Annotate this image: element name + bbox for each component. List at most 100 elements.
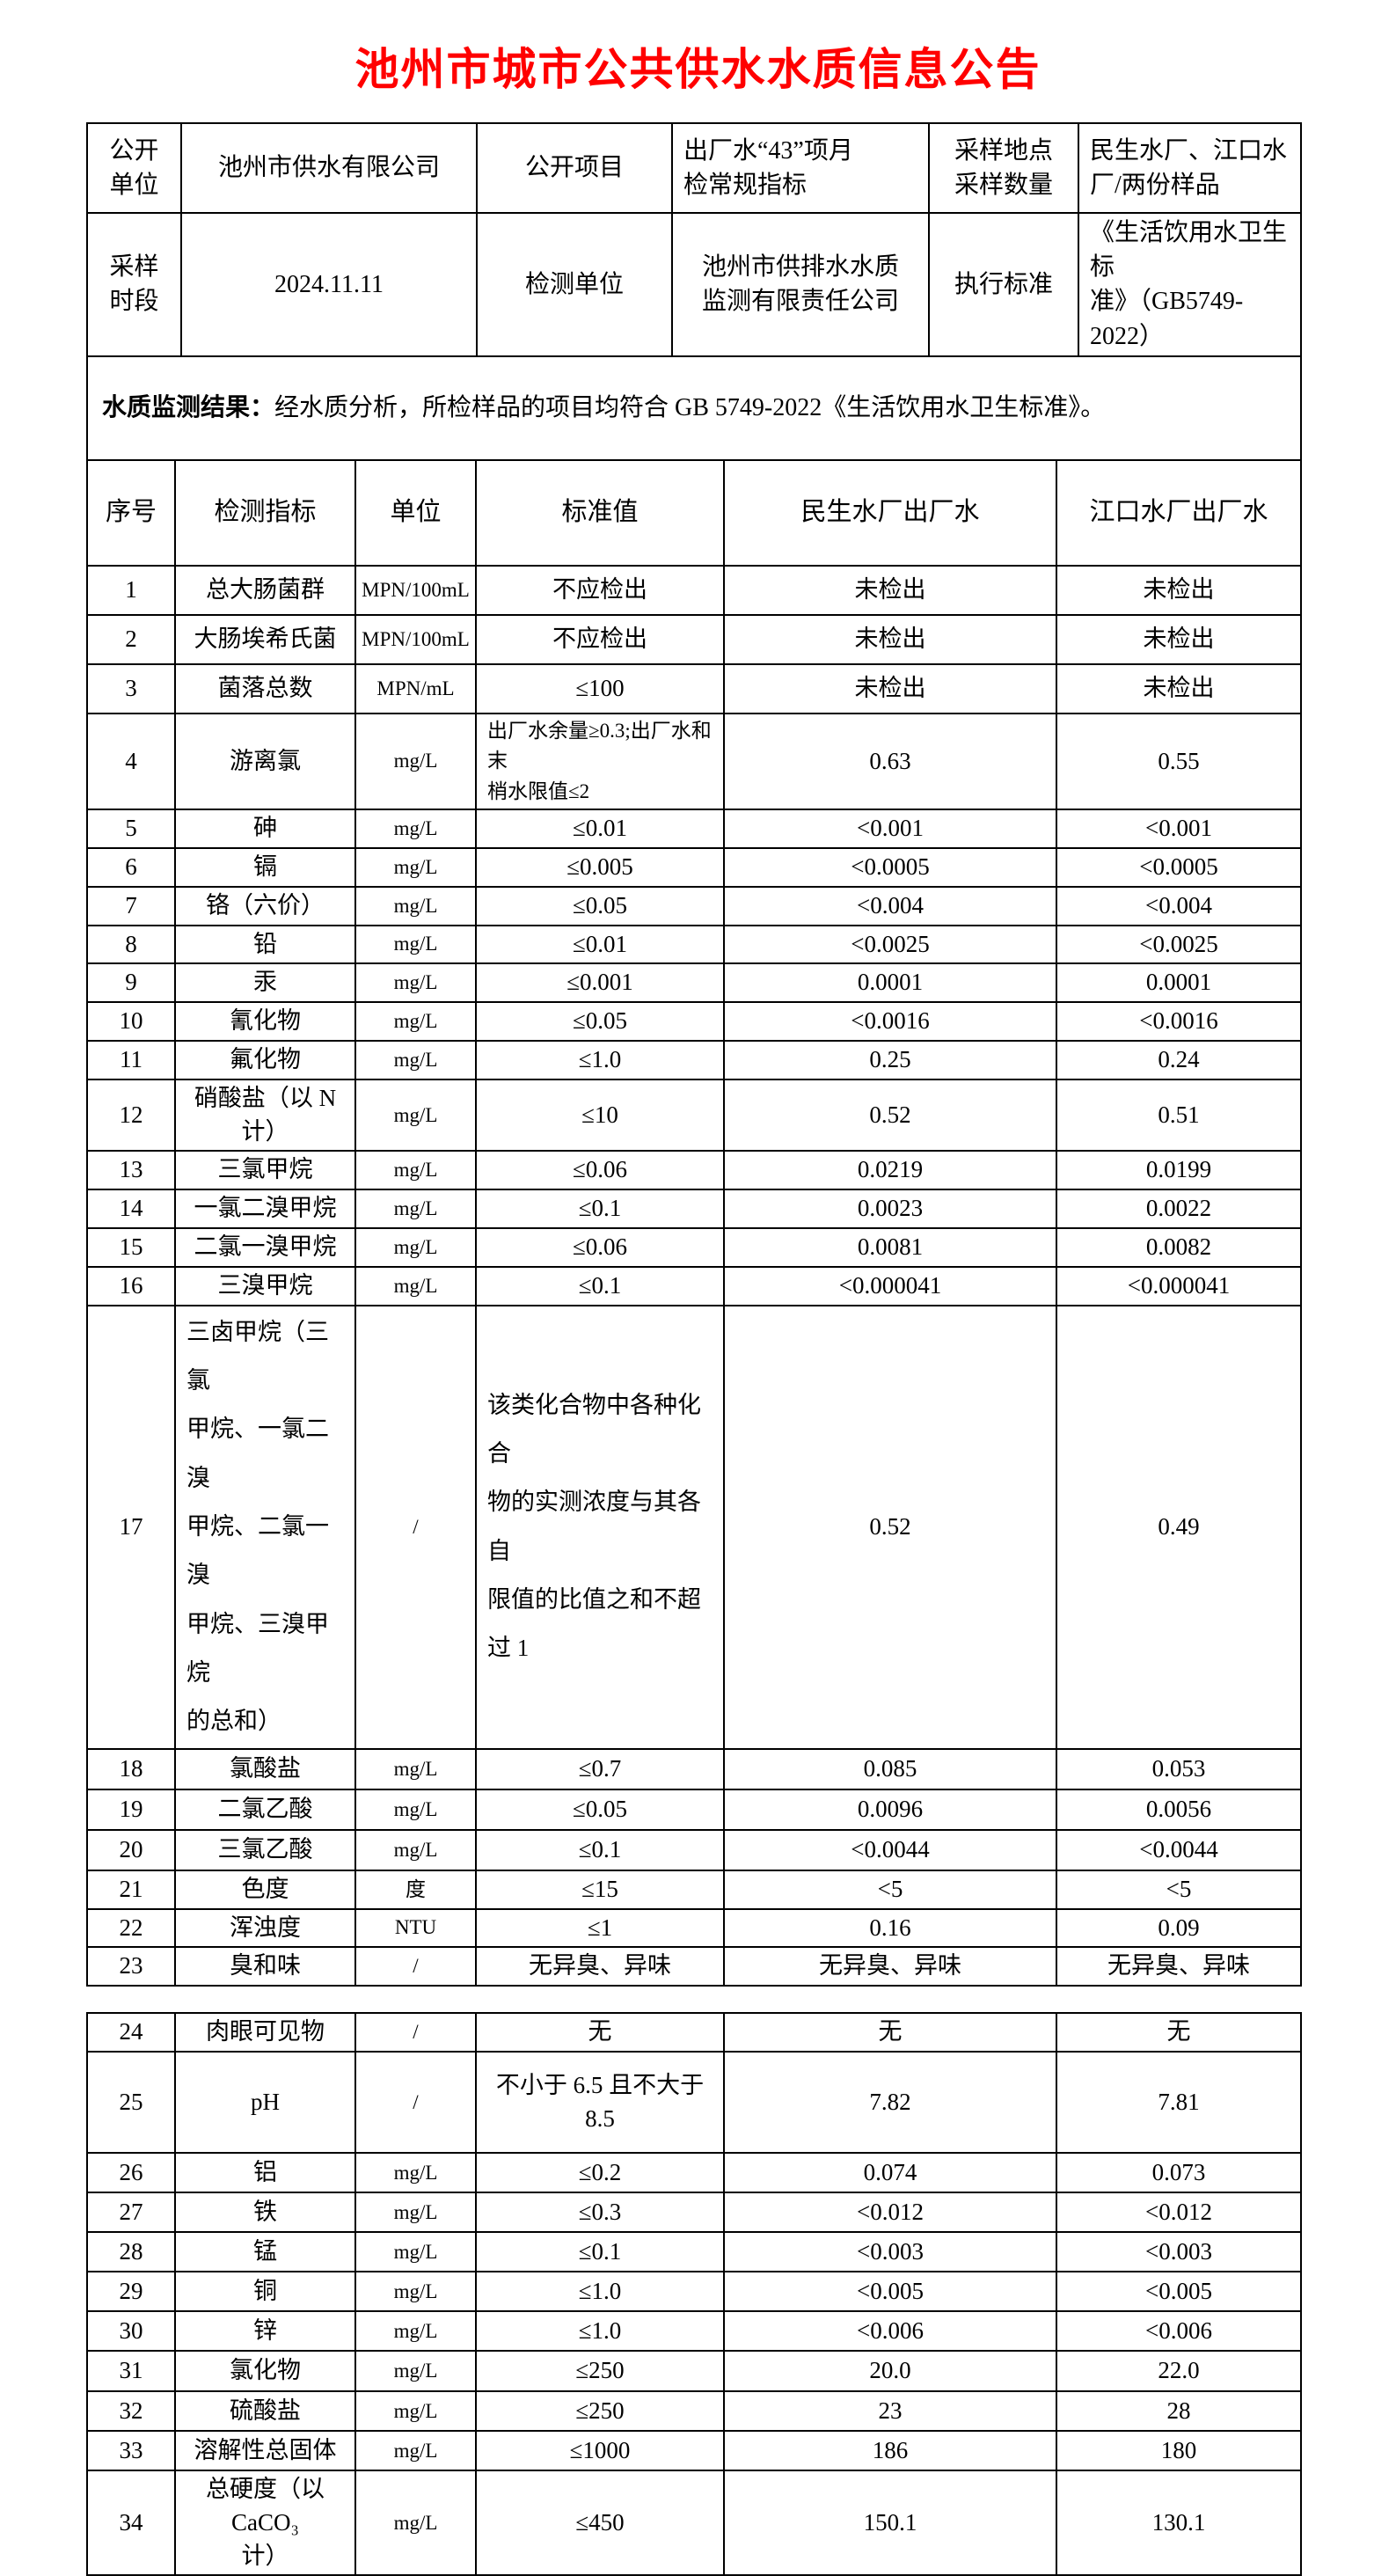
cell-jiangkou-value: 0.0022 xyxy=(1056,1189,1302,1230)
cell-unit: mg/L xyxy=(354,1189,477,1230)
cell-minsheng-value: <0.001 xyxy=(723,809,1057,850)
cell-seq: 5 xyxy=(86,809,176,850)
cell-jiangkou-value: 0.0199 xyxy=(1056,1150,1302,1191)
cell-minsheng-value: 未检出 xyxy=(723,564,1057,616)
cell-jiangkou-value: 未检出 xyxy=(1056,613,1302,665)
cell-jiangkou-value: <0.0044 xyxy=(1056,1828,1302,1871)
table-row: 5 砷 mg/L ≤0.01 <0.001 <0.001 xyxy=(86,809,1302,850)
cell-seq: 20 xyxy=(86,1828,176,1871)
cell-jiangkou-value: 0.073 xyxy=(1056,2152,1302,2194)
cell-seq: 31 xyxy=(86,2350,176,2393)
table-row: 25 pH / 不小于 6.5 且不大于 8.5 7.82 7.81 xyxy=(86,2051,1302,2155)
cell-minsheng-value: 186 xyxy=(723,2430,1057,2472)
cell-minsheng-value: 未检出 xyxy=(723,613,1057,665)
cell-indicator: 铅 xyxy=(174,924,356,965)
cell-minsheng-value: <0.0044 xyxy=(723,1828,1057,1871)
cell-unit: mg/L xyxy=(354,1227,477,1268)
info-row-2: 采样 时段 2024.11.11 检测单位 池州市供排水水质 监测有限责任公司 … xyxy=(86,212,1302,357)
table-row: 20 三氯乙酸 mg/L ≤0.1 <0.0044 <0.0044 xyxy=(86,1828,1302,1871)
cell-jiangkou-value: 无 xyxy=(1056,2012,1302,2053)
public-item-label: 公开项目 xyxy=(476,122,673,214)
cell-unit: 度 xyxy=(354,1869,477,1910)
cell-unit: mg/L xyxy=(354,1150,477,1191)
cell-minsheng-value: 23 xyxy=(723,2390,1057,2433)
table-row: 22 浑浊度 NTU ≤1 0.16 0.09 xyxy=(86,1907,1302,1949)
cell-seq: 22 xyxy=(86,1907,176,1949)
cell-standard: 不应检出 xyxy=(475,564,725,616)
public-unit-label: 公开 单位 xyxy=(86,122,182,214)
result-note-label: 水质监测结果： xyxy=(102,394,275,422)
cell-indicator: 氯酸盐 xyxy=(174,1747,356,1790)
cell-indicator: 臭和味 xyxy=(174,1946,356,1987)
table-row: 16 三溴甲烷 mg/L ≤0.1 <0.000041 <0.000041 xyxy=(86,1265,1302,1306)
sampling-site-value: 民生水厂、江口水 厂/两份样品 xyxy=(1078,122,1302,214)
cell-unit: mg/L xyxy=(354,2470,477,2576)
cell-minsheng-value: 0.0001 xyxy=(723,962,1057,1004)
cell-indicator: 硫酸盐 xyxy=(174,2390,356,2433)
cell-jiangkou-value: 22.0 xyxy=(1056,2350,1302,2393)
cell-indicator: 镉 xyxy=(174,847,356,888)
cell-minsheng-value: <0.005 xyxy=(723,2271,1057,2313)
cell-unit: / xyxy=(354,1304,477,1750)
cell-jiangkou-value: 0.0001 xyxy=(1056,962,1302,1004)
cell-standard: ≤10 xyxy=(475,1078,725,1153)
cell-indicator: 锰 xyxy=(174,2231,356,2273)
cell-seq: 29 xyxy=(86,2271,176,2313)
cell-unit: mg/L xyxy=(354,962,477,1004)
cell-minsheng-value: 0.52 xyxy=(723,1078,1057,1153)
cell-minsheng-value: 7.82 xyxy=(723,2051,1057,2155)
cell-unit: mg/L xyxy=(354,2310,477,2353)
cell-unit: mg/L xyxy=(354,1265,477,1306)
public-unit-value: 池州市供水有限公司 xyxy=(180,122,478,214)
cell-unit: mg/L xyxy=(354,809,477,850)
table-row: 14 一氯二溴甲烷 mg/L ≤0.1 0.0023 0.0022 xyxy=(86,1189,1302,1230)
cell-minsheng-value: <0.000041 xyxy=(723,1265,1057,1306)
cell-minsheng-value: <0.0025 xyxy=(723,924,1057,965)
cell-indicator: 总大肠菌群 xyxy=(174,564,356,616)
cell-seq: 10 xyxy=(86,1001,176,1043)
cell-standard: ≤1.0 xyxy=(475,1040,725,1080)
table-row: 7 铬（六价） mg/L ≤0.05 <0.004 <0.004 xyxy=(86,885,1302,926)
public-item-value: 出厂水“43”项月 检常规指标 xyxy=(671,122,930,214)
cell-jiangkou-value: 0.51 xyxy=(1056,1078,1302,1153)
cell-minsheng-value: <0.004 xyxy=(723,885,1057,926)
cell-unit: mg/L xyxy=(354,1001,477,1043)
cell-jiangkou-value: 130.1 xyxy=(1056,2470,1302,2576)
cell-minsheng-value: <0.003 xyxy=(723,2231,1057,2273)
cell-minsheng-value: 0.0023 xyxy=(723,1189,1057,1230)
cell-seq: 16 xyxy=(86,1265,176,1306)
cell-indicator: 总硬度（以 CaCO₃ 计） xyxy=(174,2470,356,2576)
standard-exec-value: 《生活饮用水卫生标 准》（GB5749-2022） xyxy=(1078,212,1302,357)
cell-unit: mg/L xyxy=(354,924,477,965)
cell-indicator: 一氯二溴甲烷 xyxy=(174,1189,356,1230)
cell-unit: / xyxy=(354,2012,477,2053)
cell-seq: 30 xyxy=(86,2310,176,2353)
table-row: 30 锌 mg/L ≤1.0 <0.006 <0.006 xyxy=(86,2310,1302,2353)
cell-indicator: 三氯乙酸 xyxy=(174,1828,356,1871)
cell-seq: 23 xyxy=(86,1946,176,1987)
sampling-period-label: 采样 时段 xyxy=(86,212,182,357)
result-note-text: 经水质分析，所检样品的项目均符合 GB 5749-2022《生活饮用水卫生标准》… xyxy=(274,394,1106,422)
cell-seq: 28 xyxy=(86,2231,176,2273)
cell-seq: 18 xyxy=(86,1747,176,1790)
table-row: 8 铅 mg/L ≤0.01 <0.0025 <0.0025 xyxy=(86,924,1302,965)
cell-jiangkou-value: <0.004 xyxy=(1056,885,1302,926)
table-row: 4 游离氯 mg/L 出厂水余量≥0.3;出厂水和末 梢水限值≤2 0.63 0.55 xyxy=(86,712,1302,811)
cell-minsheng-value: 未检出 xyxy=(723,662,1057,714)
cell-standard: ≤15 xyxy=(475,1869,725,1910)
cell-indicator: pH xyxy=(174,2051,356,2155)
cell-unit: mg/L xyxy=(354,2350,477,2393)
table-row: 33 溶解性总固体 mg/L ≤1000 186 180 xyxy=(86,2430,1302,2472)
cell-standard: ≤0.05 xyxy=(475,1788,725,1831)
cell-standard: ≤1.0 xyxy=(475,2310,725,2353)
sampling-site-label: 采样地点 采样数量 xyxy=(928,122,1079,214)
cell-indicator: 锌 xyxy=(174,2310,356,2353)
result-note: 水质监测结果：经水质分析，所检样品的项目均符合 GB 5749-2022《生活饮… xyxy=(86,355,1302,461)
cell-unit: mg/L xyxy=(354,1040,477,1080)
table-row: 15 二氯一溴甲烷 mg/L ≤0.06 0.0081 0.0082 xyxy=(86,1227,1302,1268)
cell-standard: 不应检出 xyxy=(475,613,725,665)
cell-minsheng-value: 0.085 xyxy=(723,1747,1057,1790)
table-row: 12 硝酸盐（以 N 计） mg/L ≤10 0.52 0.51 xyxy=(86,1078,1302,1153)
cell-unit: NTU xyxy=(354,1907,477,1949)
cell-jiangkou-value: 0.24 xyxy=(1056,1040,1302,1080)
